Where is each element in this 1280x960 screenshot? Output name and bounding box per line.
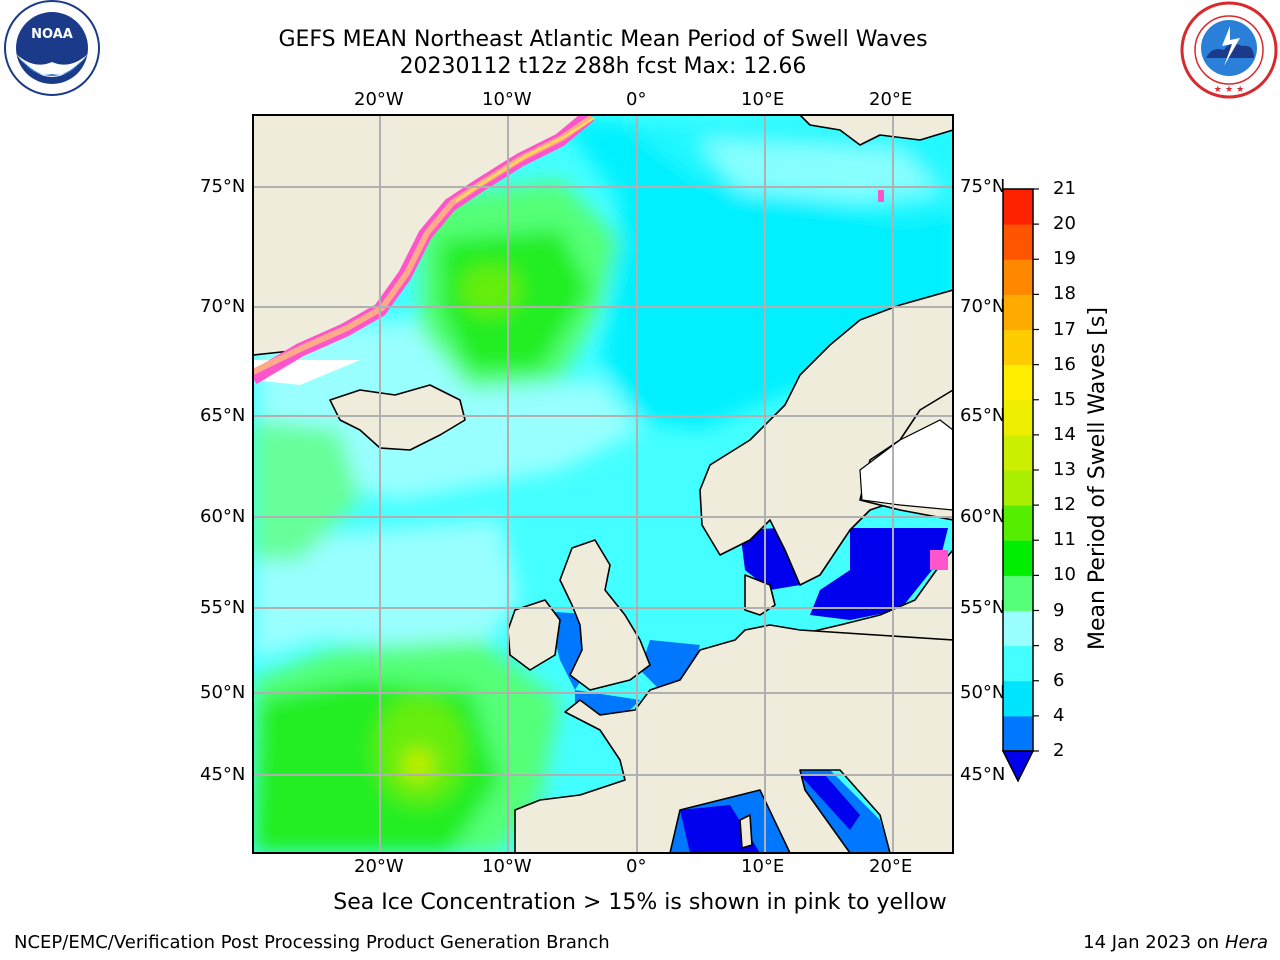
chart-title: GEFS MEAN Northeast Atlantic Mean Period… [278,27,928,52]
swell-region-10s [253,680,500,853]
colorbar-segment [1003,329,1033,366]
map-frame [252,114,954,854]
colorbar-tick-label: 11 [1053,529,1076,551]
lon-label-top: 20°W [354,89,404,110]
lon-label-top: 10°W [482,89,532,110]
lat-label-left: 55°N [200,597,246,618]
colorbar-tick-label: 6 [1053,669,1065,691]
lon-label-bottom: 20°E [869,856,913,877]
land-continental-europe [514,624,953,853]
lon-label-top: 10°E [741,89,785,110]
swell-region-2s [800,775,860,830]
colorbar-segment [1003,715,1033,752]
colorbar-under-arrow [1001,750,1035,783]
colorbar-tick-label: 21 [1053,178,1076,199]
colorbar-tick-label: 12 [1053,494,1076,516]
noaa-logo: NOAA [4,0,100,96]
swell-region-12s [404,749,432,781]
colorbar-segment [1003,610,1033,647]
colorbar-tick-label: 4 [1053,704,1065,726]
lat-label-right: 65°N [960,405,1006,426]
colorbar-segment [1003,259,1033,295]
colorbar-segment [1003,540,1033,576]
lat-label-left: 70°N [200,296,246,317]
swell-region-2s [680,805,760,853]
swell-region-8s [700,140,940,200]
colorbar-tick-label: 15 [1053,388,1076,410]
lon-label-top: 0° [626,89,647,110]
lat-label-left: 60°N [200,506,246,527]
colorbar-tick-label: 17 [1053,318,1076,340]
colorbar-tick-label: 20 [1053,213,1076,235]
colorbar-tick-label: 13 [1053,459,1076,480]
footer-date-text: 14 Jan 2023 on [1083,932,1225,953]
lat-label-right: 50°N [960,682,1006,703]
colorbar-segment [1003,294,1033,330]
colorbar-tick-label: 18 [1053,283,1076,305]
colorbar-segment [1003,470,1033,506]
svg-text:★ ★ ★: ★ ★ ★ [1214,85,1244,95]
lat-label-right: 45°N [960,764,1006,785]
lat-label-left: 75°N [200,176,246,197]
colorbar-segment [1003,680,1033,717]
sea-ice-patch [930,550,948,570]
colorbar [1001,188,1039,783]
nws-logo: ★ ★ ★ [1180,1,1278,99]
noaa-logo-text: NOAA [31,27,73,42]
colorbar-label: Mean Period of Swell Waves [s] [1085,307,1110,650]
lat-label-right: 75°N [960,176,1006,197]
swell-region-9s [253,420,360,560]
colorbar-segment [1003,399,1033,436]
colorbar-segment [1003,364,1033,401]
land-great-britain [559,539,651,691]
lon-label-bottom: 10°E [741,856,785,877]
lat-label-right: 60°N [960,506,1006,527]
colorbar-segment [1003,189,1033,225]
lat-label-left: 65°N [200,405,246,426]
sea-ice-note: Sea Ice Concentration > 15% is shown in … [333,890,947,915]
sea-ice-patch [878,190,884,202]
colorbar-segment [1003,224,1033,260]
colorbar-tick-label: 14 [1053,423,1076,445]
footer-host: Hera [1224,932,1268,953]
colorbar-segment [1003,645,1033,682]
colorbar-segment [1003,505,1033,541]
lat-label-left: 45°N [200,764,246,785]
colorbar-segment [1003,434,1033,471]
lat-label-right: 70°N [960,296,1006,317]
land-corsica [739,814,753,849]
inland-white-area [859,419,953,511]
lat-label-right: 55°N [960,597,1006,618]
swell-region-2s [810,528,948,620]
land-iceland [329,384,466,451]
colorbar-tick-label: 9 [1053,599,1065,621]
lat-label-left: 50°N [200,682,246,703]
land-svalbard [799,115,953,146]
chart-subtitle: 20230112 t12z 288h fcst Max: 12.66 [399,54,807,79]
footer-date: 14 Jan 2023 on Hera [1083,932,1268,953]
colorbar-tick-label: 2 [1053,740,1065,761]
colorbar-segment [1003,575,1033,611]
colorbar-tick-label: 10 [1053,564,1076,586]
lon-label-bottom: 0° [626,856,647,877]
lon-label-bottom: 10°W [482,856,532,877]
colorbar-tick-label: 8 [1053,634,1065,656]
footer-credit: NCEP/EMC/Verification Post Processing Pr… [14,932,610,953]
lon-label-top: 20°E [869,89,913,110]
colorbar-tick-label: 16 [1053,353,1076,375]
swell-region-11s [460,265,520,315]
lon-label-bottom: 20°W [354,856,404,877]
colorbar-tick-label: 19 [1053,248,1076,270]
swell-region-8s [253,520,520,660]
